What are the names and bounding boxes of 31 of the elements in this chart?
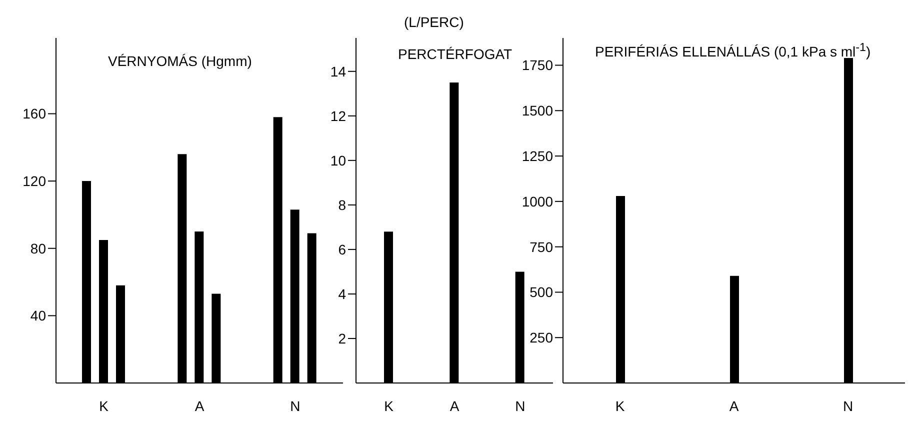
x-tick-label: N xyxy=(290,398,300,414)
x-tick-label: A xyxy=(450,398,460,414)
y-tick-label: 1000 xyxy=(522,193,554,210)
y-tick-label: 250 xyxy=(530,330,554,346)
y-tick-label: 2 xyxy=(338,330,346,346)
y-tick-label: 500 xyxy=(530,284,554,300)
x-tick-label: N xyxy=(515,398,526,414)
x-tick-label: K xyxy=(384,398,394,414)
x-tick-label: K xyxy=(615,398,626,414)
y-axis-title: (L/PERC) xyxy=(404,14,464,30)
y-tick-label: 4 xyxy=(338,286,346,302)
y-tick-label: 80 xyxy=(30,240,46,256)
y-tick-label: 12 xyxy=(330,108,346,124)
chart-title: PERIFÉRIÁS ELLENÁLLÁS (0,1 kPa s ml$^{-1}$) xyxy=(595,41,871,60)
y-tick-label: 750 xyxy=(530,238,554,255)
x-tick-label: A xyxy=(729,398,740,414)
text: VÉRNYOMÁS (Hgmm) xyxy=(108,53,252,69)
y-tick-label: 1750 xyxy=(522,57,554,74)
y-tick-label: 6 xyxy=(338,241,346,258)
y-tick-label: 14 xyxy=(330,63,346,80)
y-tick-label: 120 xyxy=(22,173,46,190)
x-tick-label: K xyxy=(99,398,110,414)
y-tick-label: 1500 xyxy=(522,102,554,119)
text: PERCTÉRFOGAT xyxy=(398,46,512,62)
y-tick-label: 40 xyxy=(30,308,46,324)
y-tick-label: 8 xyxy=(338,196,346,213)
y-tick-label: 1250 xyxy=(522,148,554,164)
x-tick-label: A xyxy=(194,398,205,414)
y-tick-label: 10 xyxy=(330,152,346,168)
y-tick-label: 160 xyxy=(22,106,46,122)
x-tick-label: N xyxy=(842,398,854,414)
